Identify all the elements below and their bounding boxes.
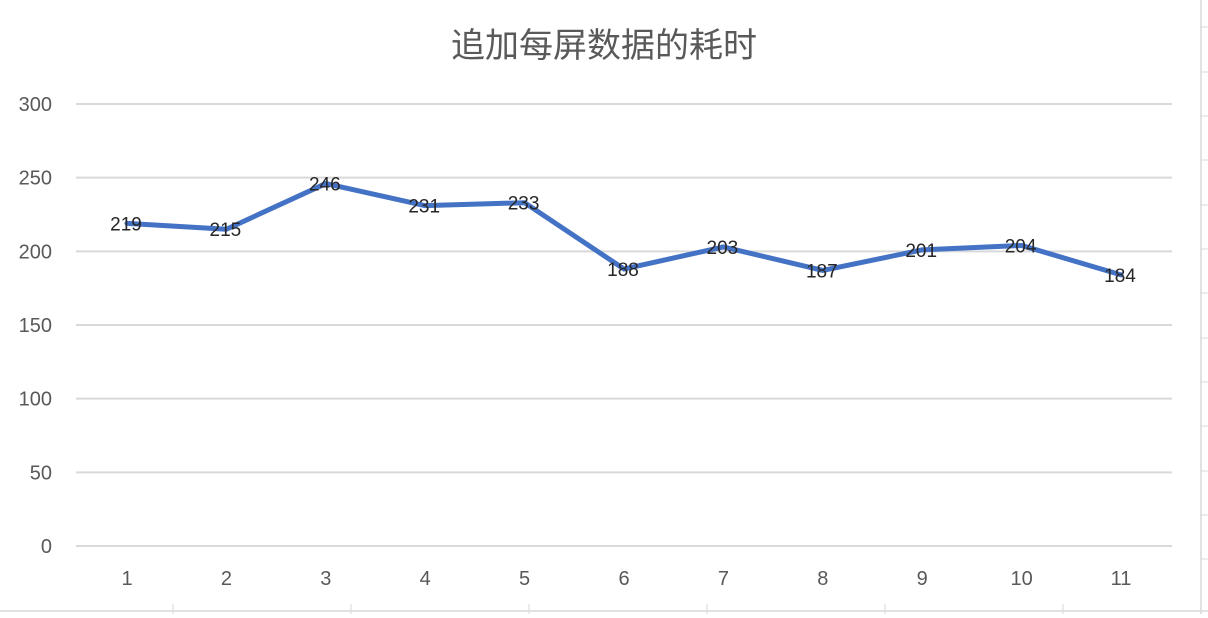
series-layer [124, 181, 1124, 278]
data-label: 187 [806, 261, 838, 282]
data-label: 219 [110, 214, 142, 235]
data-label: 204 [1005, 236, 1037, 257]
data-label: 246 [309, 175, 341, 196]
x-tick-label: 2 [221, 568, 232, 590]
data-label: 201 [905, 241, 937, 262]
y-tick-label: 250 [19, 168, 52, 190]
x-tick-label: 1 [121, 568, 132, 590]
x-tick-label: 11 [1111, 568, 1132, 590]
data-label: 215 [210, 220, 242, 241]
y-tick-label: 0 [41, 536, 52, 558]
data-label: 231 [408, 197, 440, 218]
x-tick-label: 10 [1010, 568, 1032, 590]
x-tick-label: 5 [519, 568, 530, 590]
y-tick-label: 100 [19, 389, 52, 411]
x-tick-label: 8 [817, 568, 828, 590]
data-label: 184 [1104, 266, 1136, 287]
y-axis-tick-labels: 0 50 100 150 200 250 300 [19, 94, 52, 558]
data-label: 203 [707, 238, 739, 259]
x-tick-label: 4 [420, 568, 431, 590]
x-tick-label: 3 [320, 568, 331, 590]
data-label: 233 [508, 194, 540, 215]
series-line [124, 181, 1124, 278]
data-label: 188 [607, 260, 639, 281]
gridlines [76, 103, 1172, 547]
y-tick-label: 300 [19, 94, 52, 116]
x-tick-label: 6 [618, 568, 629, 590]
data-labels: 219 215 246 231 233 188 203 187 201 204 184 [110, 175, 1136, 287]
y-tick-label: 200 [19, 241, 52, 263]
x-tick-label: 9 [917, 568, 928, 590]
chart-title: 追加每屏数据的耗时 [451, 26, 757, 66]
x-axis-tick-labels: 1 2 3 4 5 6 7 8 9 10 11 [121, 568, 1131, 590]
y-tick-label: 50 [30, 462, 52, 484]
y-tick-label: 150 [19, 315, 52, 337]
x-tick-label: 7 [718, 568, 729, 590]
